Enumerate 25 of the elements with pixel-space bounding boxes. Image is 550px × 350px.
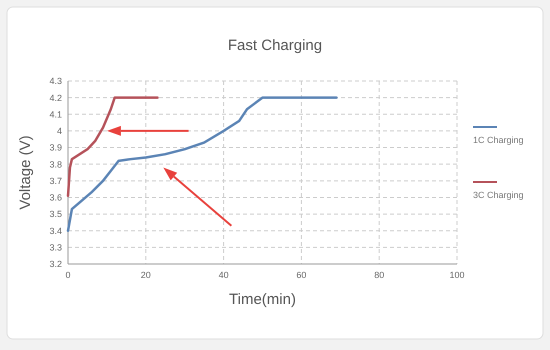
x-tick-label: 0 xyxy=(65,270,71,280)
x-axis-title: Time(min) xyxy=(229,291,296,308)
y-tick-label: 3.2 xyxy=(49,259,62,270)
x-tick-label: 100 xyxy=(449,270,465,280)
x-tick-label: 40 xyxy=(218,270,229,280)
x-tick-label: 80 xyxy=(374,270,384,280)
y-axis-title: Voltage (V) xyxy=(17,135,34,210)
legend-label: 3C Charging xyxy=(473,190,524,200)
y-tick-label: 3.5 xyxy=(49,209,62,220)
y-tick-label: 3.4 xyxy=(49,226,62,236)
y-tick-label: 3.8 xyxy=(49,159,62,170)
y-tick-label: 4.2 xyxy=(49,92,62,103)
y-tick-label: 4 xyxy=(56,126,62,136)
line-series xyxy=(66,96,338,232)
x-tick-label: 60 xyxy=(296,270,306,280)
x-tick-label: 20 xyxy=(140,270,151,280)
y-tick-label: 3.9 xyxy=(49,142,62,153)
y-tick-label: 3.7 xyxy=(49,176,62,186)
y-tick-label: 4.3 xyxy=(49,76,62,86)
y-tick-label: 3.6 xyxy=(49,192,62,203)
legend-label: 1C Charging xyxy=(473,135,524,146)
y-tick-label: 4.1 xyxy=(49,109,62,120)
y-tick-label: 3.3 xyxy=(49,242,62,253)
chart-title: Fast Charging xyxy=(228,37,322,54)
line-series xyxy=(66,96,159,198)
